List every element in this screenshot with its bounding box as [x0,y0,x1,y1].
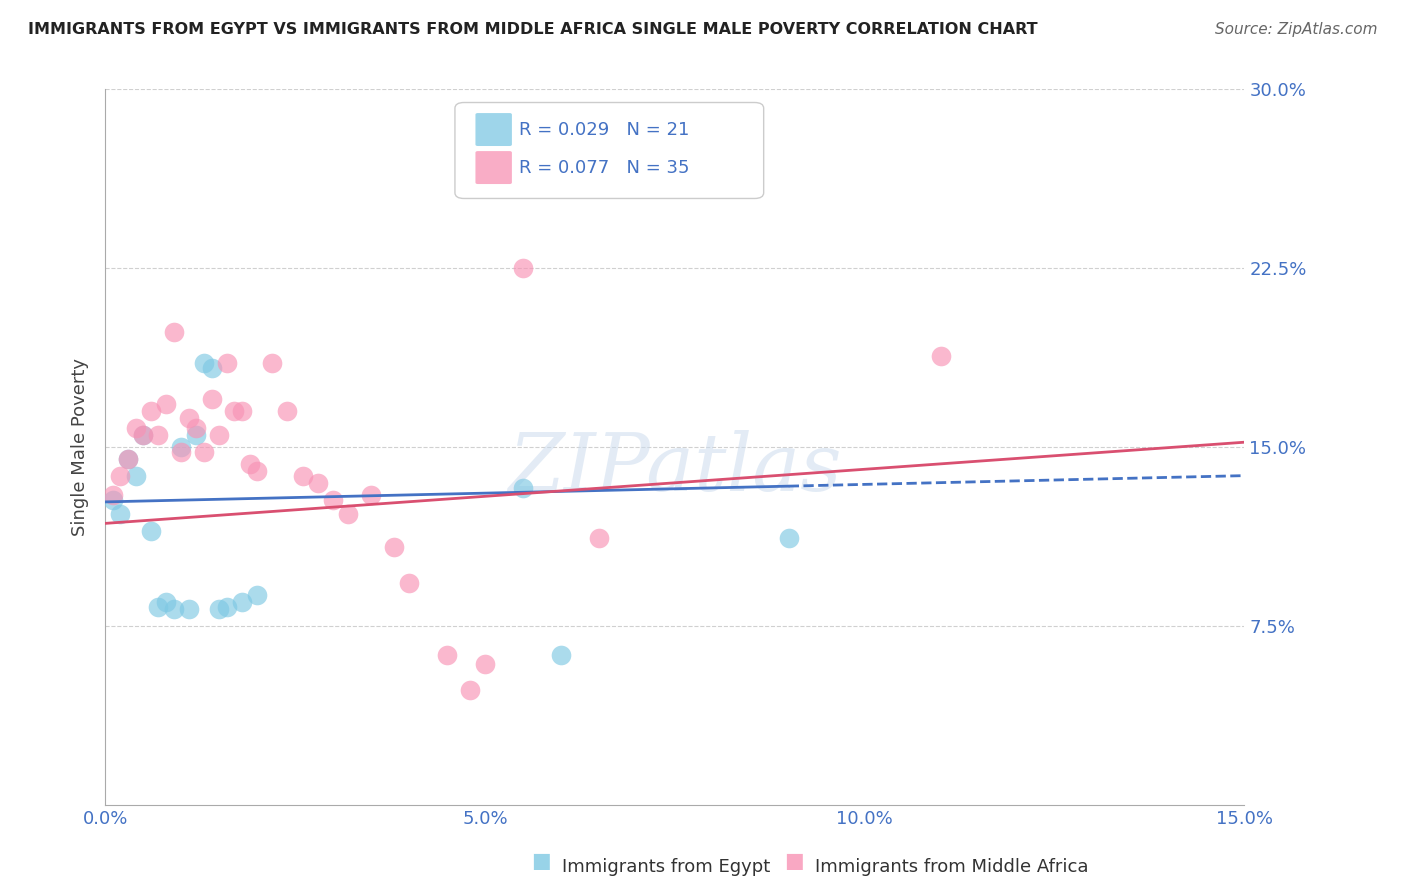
Text: Source: ZipAtlas.com: Source: ZipAtlas.com [1215,22,1378,37]
Point [193,356,215,370]
Point [200,361,222,376]
Point [337,507,360,521]
Point [177,602,200,616]
Point [382,541,405,555]
Point [778,531,800,545]
Point [148,428,170,442]
Point [588,531,610,545]
FancyBboxPatch shape [456,103,763,199]
Point [550,648,572,662]
Point [436,648,458,662]
Point [139,404,162,418]
Point [110,468,132,483]
Point [215,599,238,614]
Point [360,488,382,502]
Point [170,444,193,458]
Point [512,260,534,275]
Point [929,349,952,363]
Point [291,468,314,483]
Point [139,524,162,538]
Point [246,464,269,478]
Point [162,326,184,340]
Point [193,444,215,458]
Point [110,507,132,521]
Point [231,404,253,418]
Point [155,595,177,609]
Point [200,392,222,407]
Point [231,595,253,609]
Point [208,602,231,616]
Text: ZIPatlas: ZIPatlas [508,430,842,508]
Text: R = 0.029   N = 21: R = 0.029 N = 21 [519,120,689,138]
Text: ■: ■ [531,851,551,871]
Point [262,356,284,370]
Text: Immigrants from Middle Africa: Immigrants from Middle Africa [815,858,1090,876]
Text: IMMIGRANTS FROM EGYPT VS IMMIGRANTS FROM MIDDLE AFRICA SINGLE MALE POVERTY CORRE: IMMIGRANTS FROM EGYPT VS IMMIGRANTS FROM… [28,22,1038,37]
Point [512,481,534,495]
Text: Immigrants from Egypt: Immigrants from Egypt [562,858,770,876]
Point [124,468,146,483]
Point [132,428,155,442]
Point [246,588,269,602]
Point [398,576,420,591]
Point [208,428,231,442]
Point [458,683,481,698]
Point [307,475,329,490]
Point [186,421,208,435]
Point [186,428,208,442]
Point [148,599,170,614]
Point [124,421,146,435]
Point [474,657,496,672]
Point [162,602,184,616]
Text: R = 0.077   N = 35: R = 0.077 N = 35 [519,159,689,177]
Point [322,492,344,507]
Point [224,404,246,418]
Point [215,356,238,370]
Point [101,488,124,502]
Text: ■: ■ [785,851,804,871]
Point [132,428,155,442]
Point [101,492,124,507]
Point [117,451,139,466]
Point [177,411,200,425]
Point [276,404,298,418]
Point [117,451,139,466]
FancyBboxPatch shape [475,113,512,146]
Point [155,397,177,411]
FancyBboxPatch shape [475,151,512,184]
Y-axis label: Single Male Poverty: Single Male Poverty [72,358,89,536]
Point [238,457,260,471]
Point [170,440,193,454]
